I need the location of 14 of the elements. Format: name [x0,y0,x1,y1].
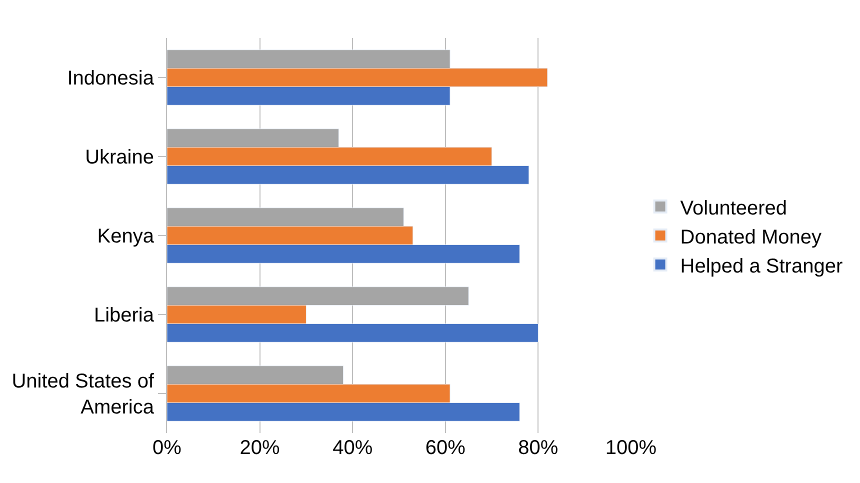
legend-label: Volunteered [680,197,788,220]
x-tick-label: 40% [332,437,373,459]
y-tick-label: Ukraine [85,146,154,168]
y-tick-label: Liberia [94,304,155,326]
y-tick-label: Kenya [97,226,155,248]
legend-label: Donated Money [680,226,822,248]
x-tick-label: 20% [240,437,280,459]
y-tick-label: Indonesia [67,68,155,90]
x-tick-label: 80% [518,437,558,459]
x-tick-label: 100% [605,437,657,459]
x-tick-label: 60% [425,437,466,459]
legend-label: Helped a Stranger [680,255,843,278]
y-tick-label: United States of America [12,370,155,418]
x-tick-label: 0% [152,437,182,459]
